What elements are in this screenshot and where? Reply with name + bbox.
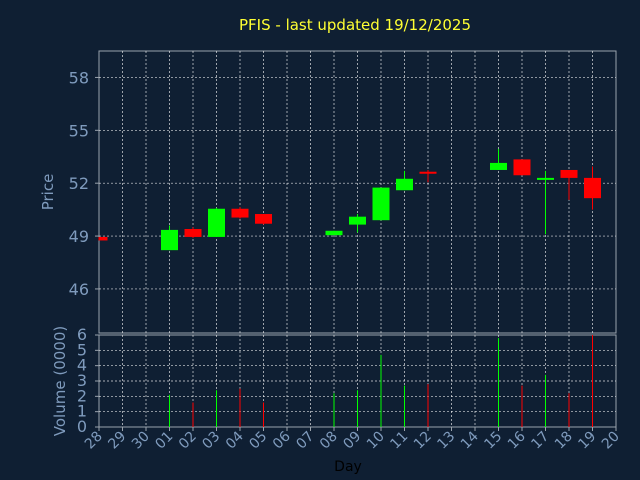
x-tick-label: 10 bbox=[364, 429, 388, 453]
candle-body bbox=[396, 178, 413, 191]
x-tick-label: 06 bbox=[270, 428, 294, 452]
x-tick-label: 16 bbox=[505, 428, 529, 452]
x-tick-label: 01 bbox=[152, 429, 176, 453]
price-tick-label: 46 bbox=[69, 280, 89, 299]
candle-body bbox=[255, 214, 272, 224]
x-tick-label: 19 bbox=[575, 429, 599, 453]
volume-tick-label: 3 bbox=[77, 371, 87, 390]
x-tick-label: 04 bbox=[223, 428, 247, 452]
x-tick-label: 11 bbox=[387, 429, 411, 453]
chart-title: PFIS - last updated 19/12/2025 bbox=[239, 16, 471, 34]
x-tick-label: 09 bbox=[340, 429, 364, 453]
candle-body bbox=[560, 169, 578, 178]
candle-body bbox=[208, 208, 225, 237]
price-tick-label: 58 bbox=[69, 68, 89, 87]
x-tick-label: 29 bbox=[105, 429, 129, 453]
price-tick-label: 49 bbox=[69, 227, 89, 246]
x-tick-label: 05 bbox=[246, 429, 270, 453]
x-tick-label: 30 bbox=[129, 429, 153, 453]
volume-axis-label: Volume (0000) bbox=[51, 326, 69, 436]
price-panel: 46 49 52 55 58 bbox=[69, 50, 617, 334]
x-tick-label: 14 bbox=[458, 428, 482, 452]
x-axis: 28 29 30 01 02 03 04 05 06 07 08 09 10 11 12 13 14 15 16 17… bbox=[82, 427, 623, 452]
x-tick-label: 15 bbox=[481, 429, 505, 453]
candle-body bbox=[231, 208, 249, 218]
volume-tick-label: 1 bbox=[77, 402, 87, 421]
x-axis-label: Day bbox=[334, 459, 362, 475]
candle-body bbox=[184, 229, 202, 237]
x-tick-label: 12 bbox=[411, 429, 435, 453]
x-tick-label: 20 bbox=[599, 429, 623, 453]
x-tick-label: 18 bbox=[552, 429, 576, 453]
volume-tick-label: 5 bbox=[77, 340, 87, 359]
x-tick-label: 03 bbox=[199, 429, 223, 453]
candle-body bbox=[372, 187, 390, 221]
x-tick-label: 08 bbox=[317, 429, 341, 453]
candle-body bbox=[490, 162, 507, 170]
candle-body bbox=[349, 216, 366, 225]
volume-tick-label: 4 bbox=[77, 356, 87, 375]
x-tick-label: 13 bbox=[434, 429, 458, 453]
price-tick-label: 52 bbox=[69, 174, 89, 193]
candle-body bbox=[419, 171, 437, 174]
x-tick-label: 07 bbox=[293, 429, 317, 453]
candle-body bbox=[161, 229, 178, 251]
price-axis-label: Price bbox=[39, 174, 57, 211]
candle-body bbox=[325, 230, 343, 236]
candle-body bbox=[584, 177, 601, 199]
candle-body bbox=[513, 159, 531, 176]
volume-tick-label: 6 bbox=[77, 325, 87, 344]
candle-body bbox=[99, 236, 108, 241]
x-tick-label: 02 bbox=[176, 429, 200, 453]
candle-body bbox=[537, 177, 554, 180]
x-tick-label: 17 bbox=[528, 429, 552, 453]
price-tick-label: 55 bbox=[69, 121, 89, 140]
volume-tick-label: 0 bbox=[77, 417, 87, 436]
volume-tick-label: 2 bbox=[77, 386, 87, 405]
